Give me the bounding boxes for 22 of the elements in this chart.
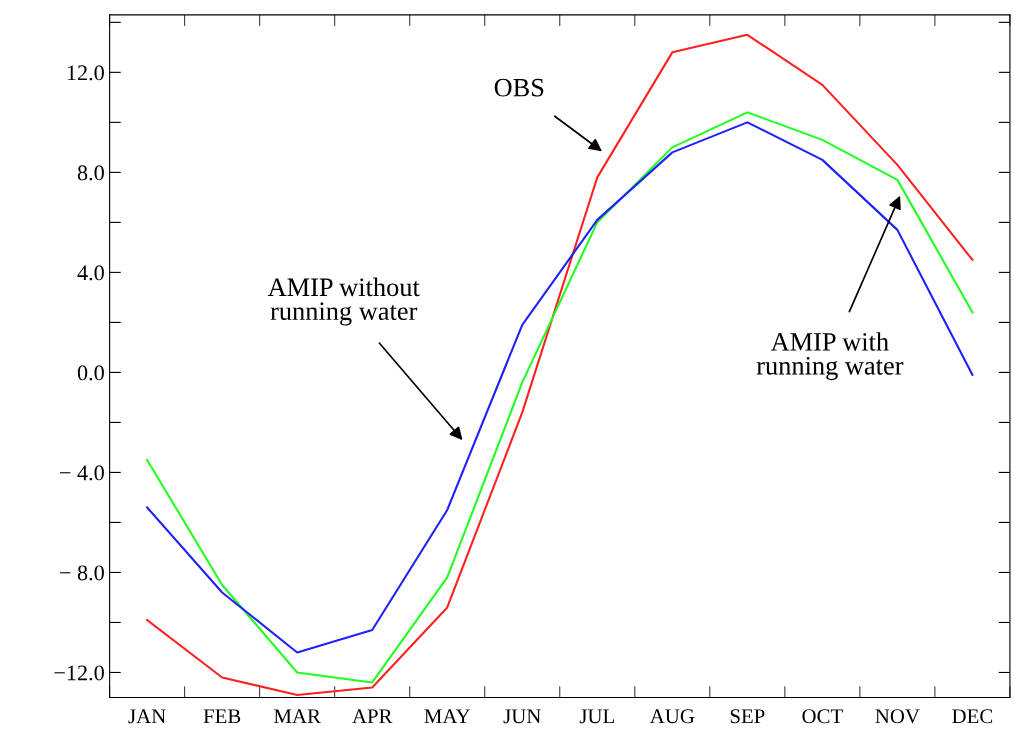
x-tick-label: JUN (503, 709, 541, 724)
x-tick-label: JUL (579, 709, 614, 724)
x-tick-label: MAR (274, 709, 321, 724)
x-tick-label: DEC (952, 709, 993, 724)
x-tick-label: JAN (128, 709, 166, 724)
annotation: AMIP without running water (267, 277, 420, 326)
x-tick-label: SEP (730, 709, 765, 724)
y-tick-label: 12.0 (67, 65, 104, 81)
y-tick-label: 4.0 (77, 265, 104, 281)
x-tick-label: APR (352, 709, 393, 724)
x-tick-label: MAY (424, 709, 471, 724)
annotation: OBS (494, 78, 544, 97)
y-tick-label: 8.0 (77, 165, 104, 181)
x-tick-label: AUG (649, 709, 695, 724)
x-tick-label: FEB (203, 709, 241, 724)
y-tick-label: − 8.0 (60, 565, 104, 581)
x-tick-label: OCT (802, 709, 843, 724)
y-tick-label: −12.0 (54, 665, 104, 681)
y-tick-label: 0.0 (77, 365, 104, 381)
x-tick-label: NOV (875, 709, 920, 724)
y-tick-label: − 4.0 (60, 465, 104, 481)
annotation: AMIP with running water (756, 332, 904, 381)
